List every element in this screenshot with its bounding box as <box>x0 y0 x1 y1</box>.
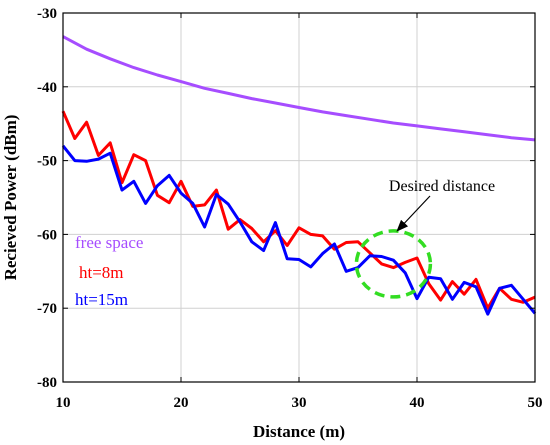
y-tick-label: -70 <box>37 301 57 317</box>
x-tick-label: 40 <box>410 395 425 411</box>
annotation-arrow <box>396 195 431 232</box>
axis-ticks <box>62 12 536 383</box>
x-tick-label: 10 <box>56 395 71 411</box>
annotation-desired-distance: Desired distance <box>389 178 495 195</box>
y-axis-label: Recieved Power (dBm) <box>1 115 20 281</box>
legend-entry-ht-15m: ht=15m <box>75 290 128 309</box>
highlight-circle-layer <box>354 229 433 299</box>
x-axis-label: Distance (m) <box>253 422 345 441</box>
axis-tick-labels: 10 20 30 40 50 -30 -40 -50 -60 -70 -80 <box>37 6 543 411</box>
desired-distance-circle <box>354 229 433 299</box>
y-tick-label: -80 <box>37 375 57 391</box>
series-lines <box>61 35 537 316</box>
legend-entry-ht-8m: ht=8m <box>79 263 124 282</box>
y-tick-label: -40 <box>37 80 57 96</box>
legend-entry-free-space: free space <box>75 233 143 252</box>
legend: free space ht=8m ht=15m <box>75 233 143 309</box>
series-line-free-space <box>62 35 536 142</box>
y-tick-label: -60 <box>37 227 57 243</box>
series-line-ht-8m <box>61 110 536 310</box>
x-tick-label: 20 <box>174 395 189 411</box>
annotation: Desired distance <box>389 178 495 232</box>
x-tick-label: 30 <box>292 395 307 411</box>
series-line-ht-15m <box>61 144 537 316</box>
y-tick-label: -30 <box>37 6 57 22</box>
x-tick-label: 50 <box>528 395 543 411</box>
y-tick-label: -50 <box>37 154 57 170</box>
